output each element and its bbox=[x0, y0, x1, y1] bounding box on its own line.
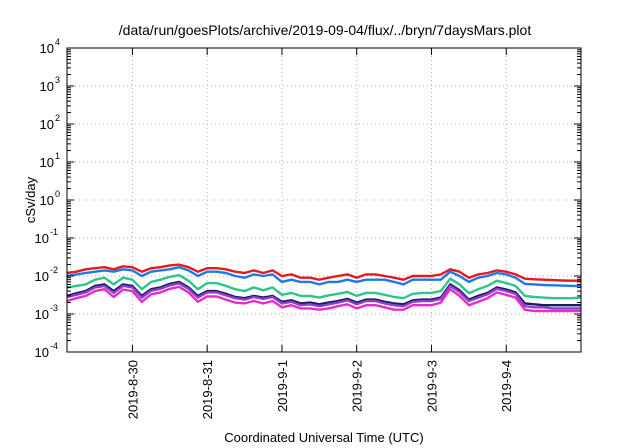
y-tick-exponent: 3 bbox=[55, 75, 60, 85]
series-line-6 bbox=[66, 285, 581, 313]
y-tick-exponent: 1 bbox=[55, 151, 60, 161]
x-tick-label: 2019-9-4 bbox=[499, 360, 514, 412]
x-tick-label: 2019-8-30 bbox=[125, 360, 140, 419]
y-tick-label: 10 bbox=[35, 345, 49, 360]
series-line-3 bbox=[66, 274, 582, 300]
series-line-5 bbox=[66, 282, 581, 310]
x-tick-label: 2019-9-3 bbox=[424, 360, 439, 412]
y-tick-exponent: -3 bbox=[50, 303, 58, 313]
series-line-2 bbox=[66, 266, 581, 288]
y-tick-label: 10 bbox=[40, 79, 54, 94]
y-tick-label: 10 bbox=[40, 193, 54, 208]
y-tick-exponent: -4 bbox=[50, 341, 58, 351]
y-tick-exponent: 0 bbox=[55, 189, 60, 199]
y-tick-exponent: 4 bbox=[55, 37, 60, 47]
x-axis: 2019-8-30 2019-8-31 2019-9-1 2019-9-2 2019-9… bbox=[125, 48, 514, 419]
y-tick-label: 10 bbox=[40, 41, 54, 56]
grid-lines bbox=[67, 48, 581, 352]
y-axis-label: cSv/day bbox=[23, 176, 38, 223]
x-tick-label: 2019-9-2 bbox=[350, 360, 365, 412]
y-tick-exponent: -2 bbox=[50, 265, 58, 275]
x-axis-label: Coordinated Universal Time (UTC) bbox=[224, 430, 423, 445]
series-line-4 bbox=[66, 280, 581, 307]
y-tick-exponent: 2 bbox=[55, 113, 60, 123]
y-tick-label: 10 bbox=[35, 269, 49, 284]
series-line-1 bbox=[66, 263, 581, 282]
x-tick-label: 2019-8-31 bbox=[200, 360, 215, 419]
y-tick-label: 10 bbox=[40, 155, 54, 170]
y-tick-label: 10 bbox=[35, 307, 49, 322]
series-layer bbox=[66, 263, 582, 313]
x-tick-label: 2019-9-1 bbox=[275, 360, 290, 412]
y-tick-label: 10 bbox=[40, 117, 54, 132]
y-tick-exponent: -1 bbox=[50, 227, 58, 237]
chart-title: /data/run/goesPlots/archive/2019-09-04/f… bbox=[119, 22, 532, 38]
y-tick-label: 10 bbox=[35, 231, 49, 246]
